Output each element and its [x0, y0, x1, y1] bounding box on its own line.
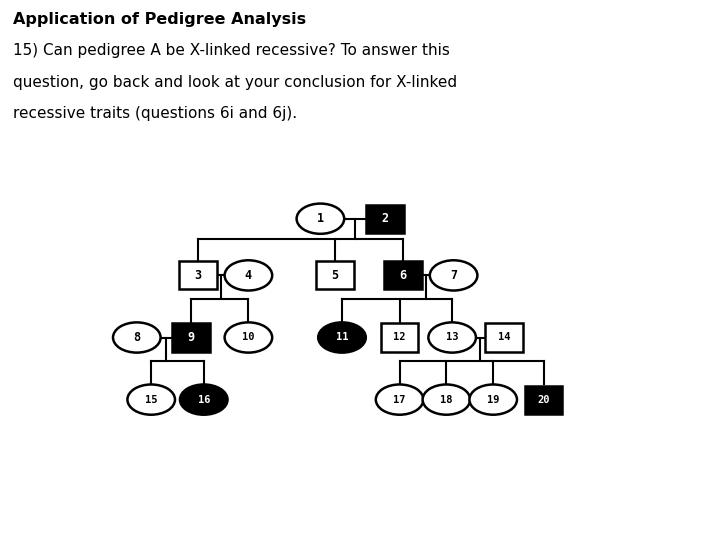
Text: 15) Can pedigree A be X-linked recessive? To answer this: 15) Can pedigree A be X-linked recessive… [13, 43, 450, 58]
FancyBboxPatch shape [381, 323, 418, 352]
Text: 3: 3 [194, 269, 202, 282]
FancyBboxPatch shape [366, 205, 404, 233]
Ellipse shape [180, 384, 228, 415]
FancyBboxPatch shape [172, 323, 210, 352]
Text: 2: 2 [382, 212, 389, 225]
FancyBboxPatch shape [179, 261, 217, 289]
Text: 4: 4 [245, 269, 252, 282]
Text: 7: 7 [450, 269, 457, 282]
Text: 19: 19 [487, 395, 500, 404]
FancyBboxPatch shape [485, 323, 523, 352]
Text: 6: 6 [400, 269, 407, 282]
Text: 8: 8 [133, 331, 140, 344]
Text: recessive traits (questions 6i and 6j).: recessive traits (questions 6i and 6j). [13, 106, 302, 121]
FancyBboxPatch shape [316, 261, 354, 289]
Text: 9: 9 [187, 331, 194, 344]
FancyBboxPatch shape [525, 386, 562, 414]
Text: 17: 17 [393, 395, 406, 404]
Ellipse shape [113, 322, 161, 353]
Text: 11: 11 [336, 333, 348, 342]
Ellipse shape [376, 384, 423, 415]
Ellipse shape [423, 384, 470, 415]
Text: 18: 18 [440, 395, 453, 404]
Text: 16: 16 [197, 395, 210, 404]
Text: 15: 15 [145, 395, 158, 404]
Ellipse shape [428, 322, 476, 353]
Text: question, go back and look at your conclusion for X-linked: question, go back and look at your concl… [13, 75, 457, 90]
FancyBboxPatch shape [384, 261, 422, 289]
Ellipse shape [430, 260, 477, 291]
Text: 14: 14 [498, 333, 510, 342]
Ellipse shape [225, 322, 272, 353]
Text: 13: 13 [446, 333, 459, 342]
Ellipse shape [127, 384, 175, 415]
Ellipse shape [297, 204, 344, 234]
Text: Application of Pedigree Analysis: Application of Pedigree Analysis [13, 12, 306, 27]
Text: 5: 5 [331, 269, 338, 282]
Ellipse shape [318, 322, 366, 353]
Ellipse shape [469, 384, 517, 415]
Ellipse shape [225, 260, 272, 291]
Text: 1: 1 [317, 212, 324, 225]
Text: 12: 12 [393, 333, 406, 342]
Text: 20: 20 [537, 395, 550, 404]
Text: 10: 10 [242, 333, 255, 342]
